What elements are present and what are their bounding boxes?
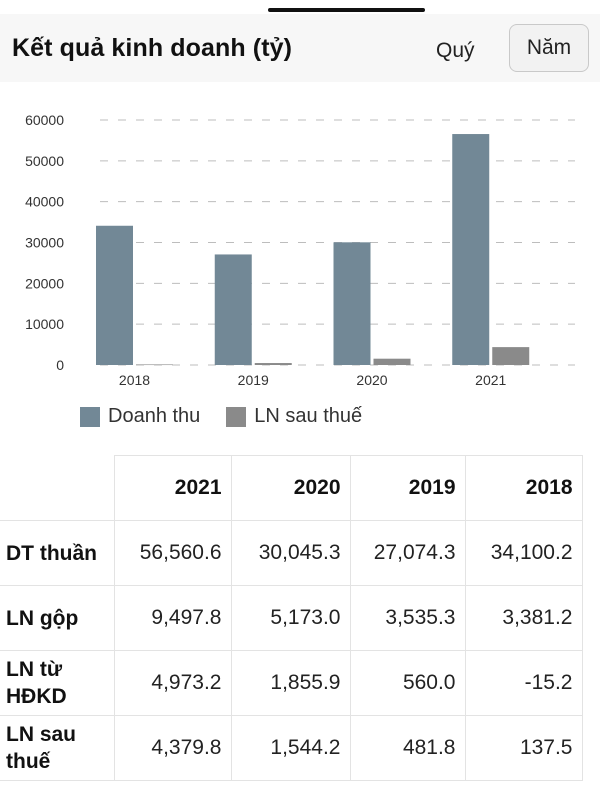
table-cell: 4,973.2: [113, 650, 232, 716]
table-cell: 1,544.2: [230, 715, 351, 781]
bar-chart: 0 10000 20000 30000 40000 50000 60000 2018 2019 2…: [0, 105, 600, 395]
bar-chart-svg: 0 10000 20000 30000 40000 50000 60000 2018 2019 2…: [25, 112, 575, 388]
table-cell: 5,173.0: [230, 585, 351, 651]
y-tick-label: 30000: [25, 235, 64, 251]
table-row: DT thuần 56,560.6 30,045.3 27,074.3 34,1…: [0, 520, 583, 586]
legend-label-revenue: Doanh thu: [108, 405, 201, 427]
legend-swatch-revenue: [80, 406, 100, 427]
table-cell: 3,535.3: [349, 585, 466, 651]
bar-net-profit-2020: [373, 358, 411, 365]
y-tick-label: 20000: [25, 275, 64, 291]
y-tick-label: 50000: [25, 153, 64, 169]
legend-item-net-profit: LN sau thuế: [226, 405, 362, 428]
table-cell: 137.5: [464, 715, 583, 781]
legend-label-net-profit: LN sau thuế: [254, 405, 363, 427]
x-tick-label: 2018: [119, 372, 150, 388]
row-label: DT thuần: [0, 520, 115, 586]
table-header-empty: [0, 455, 115, 521]
table-cell: 30,045.3: [230, 520, 351, 586]
table-header-2018: 2018: [464, 455, 583, 521]
bar-net-profit-2018: [136, 364, 173, 366]
x-tick-label: 2021: [475, 372, 506, 388]
x-tick-label: 2019: [238, 372, 269, 388]
header-bar: Kết quả kinh doanh (tỷ) Quý Năm: [0, 14, 600, 82]
table-cell: 4,379.8: [113, 715, 232, 781]
y-tick-label: 40000: [25, 194, 64, 210]
table-header-row: 2021 2020 2019 2018: [0, 455, 583, 521]
y-tick-label: 0: [56, 357, 64, 373]
period-year-button[interactable]: Năm: [509, 24, 589, 72]
period-quarter-button[interactable]: Quý: [436, 39, 475, 62]
table-header-2019: 2019: [349, 455, 466, 521]
bar-net-profit-2019: [254, 363, 292, 365]
bar-revenue-2018: [96, 225, 133, 365]
table-cell: 56,560.6: [113, 520, 232, 586]
table-cell: 1,855.9: [230, 650, 351, 716]
financial-table: 2021 2020 2019 2018 DT thuần 56,560.6 30…: [0, 455, 583, 781]
table-row: LN sau thuế 4,379.8 1,544.2 481.8 137.5: [0, 715, 583, 781]
legend-swatch-net-profit: [226, 406, 247, 427]
table-cell: 560.0: [349, 650, 466, 716]
bar-revenue-2021: [452, 134, 490, 365]
chart-legend: Doanh thu LN sau thuế: [80, 405, 388, 428]
table-cell: -15.2: [464, 650, 583, 716]
row-label: LN gộp: [0, 585, 115, 651]
row-label: LN từ HĐKD: [0, 650, 115, 716]
y-tick-label: 10000: [25, 316, 64, 332]
table-header-2020: 2020: [230, 455, 351, 521]
table-cell: 3,381.2: [464, 585, 583, 651]
drag-handle[interactable]: [268, 8, 425, 12]
table-row: LN gộp 9,497.8 5,173.0 3,535.3 3,381.2: [0, 585, 583, 651]
bar-net-profit-2021: [492, 347, 530, 365]
table-cell: 34,100.2: [464, 520, 583, 586]
y-tick-label: 60000: [25, 112, 64, 128]
section-title: Kết quả kinh doanh (tỷ): [12, 34, 293, 62]
table-cell: 27,074.3: [349, 520, 466, 586]
bar-revenue-2019: [214, 254, 252, 365]
table-cell: 481.8: [349, 715, 466, 781]
table-row: LN từ HĐKD 4,973.2 1,855.9 560.0 -15.2: [0, 650, 583, 716]
table-cell: 9,497.8: [113, 585, 232, 651]
x-tick-label: 2020: [356, 372, 387, 388]
bar-revenue-2020: [333, 242, 371, 365]
row-label: LN sau thuế: [0, 715, 115, 781]
legend-item-revenue: Doanh thu: [80, 405, 200, 428]
table-header-2021: 2021: [113, 455, 232, 521]
